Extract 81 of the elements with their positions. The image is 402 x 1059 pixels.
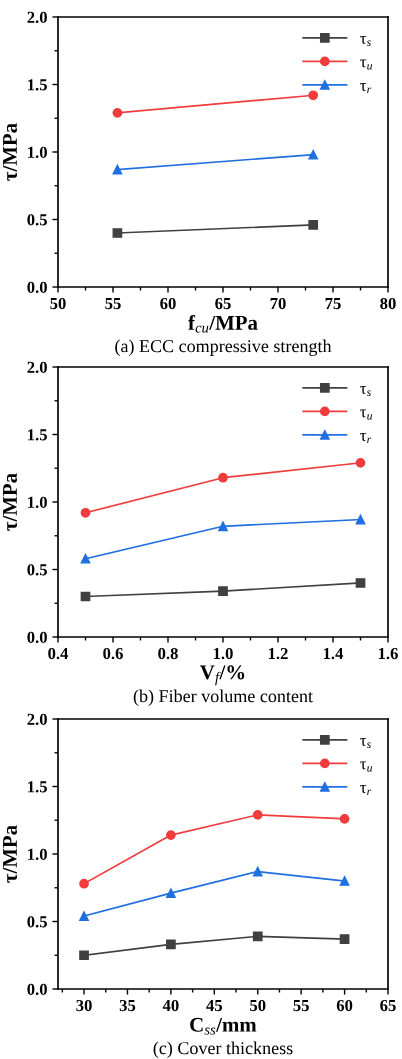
- x-tick-label: 0.4: [48, 647, 69, 660]
- point: [339, 934, 350, 944]
- legend-label: τ$_{u}$: [360, 409, 373, 420]
- point: [166, 939, 176, 950]
- x-axis-title: C$_{ss}$/mm: [190, 1017, 257, 1035]
- point: [166, 888, 176, 899]
- x-tick-label: 55: [293, 1000, 309, 1012]
- x-tick-label: 45: [206, 1000, 223, 1012]
- x-tick-label: 1.2: [268, 647, 288, 660]
- x-tick-label: 1.6: [378, 647, 398, 660]
- point: [355, 457, 366, 468]
- y-tick-label: 2.0: [27, 11, 47, 24]
- point: [252, 809, 263, 820]
- legend-label: τ$_{s}$: [360, 738, 371, 749]
- point: [218, 521, 228, 532]
- y-tick-label: 0.5: [27, 916, 47, 928]
- point: [80, 553, 91, 564]
- point: [308, 90, 319, 101]
- y-axis-title: τ/MPa: [3, 123, 17, 181]
- legend-label: τ$_{u}$: [360, 59, 373, 70]
- x-tick-label: 65: [380, 999, 396, 1012]
- x-tick-label: 50: [250, 999, 266, 1012]
- y-tick-label: 0.5: [27, 214, 47, 226]
- legend-label: τ$_{r}$: [360, 83, 372, 94]
- y-axis-title: τ/MPa: [3, 473, 17, 531]
- point: [79, 878, 89, 889]
- point: [112, 107, 123, 118]
- y-tick-label: 1.0: [28, 496, 47, 509]
- y-tick-label: 2.0: [27, 713, 47, 726]
- point: [79, 911, 89, 921]
- y-tick-label: 1.5: [28, 781, 47, 793]
- x-tick-label: 55: [105, 298, 121, 310]
- text: (b) Fiber volume content: [133, 689, 313, 706]
- x-axis-title: f$_{cu}$/MPa: [188, 314, 258, 333]
- point: [112, 164, 123, 175]
- y-tick-label: 0.0: [27, 281, 47, 294]
- y-tick-label: 0.0: [27, 631, 47, 644]
- legend-label: τ$_{s}$: [360, 36, 371, 47]
- x-tick-label: 30: [76, 999, 92, 1012]
- legend-label: τ$_{r}$: [360, 785, 372, 796]
- x-tick-label: 70: [270, 297, 286, 310]
- point: [80, 507, 91, 518]
- legend-label: τ$_{r}$: [360, 433, 372, 444]
- y-tick-label: 1.0: [28, 848, 47, 861]
- y-tick-label: 0.5: [27, 564, 47, 576]
- point: [308, 149, 319, 160]
- y-tick-label: 0.0: [27, 983, 47, 996]
- point: [252, 931, 263, 942]
- point: [218, 586, 228, 596]
- point: [355, 578, 366, 588]
- x-tick-label: 35: [119, 999, 136, 1012]
- x-axis-title: V$_{f}$/%: [200, 665, 245, 686]
- point: [112, 228, 123, 238]
- x-tick-label: 1.0: [213, 647, 233, 660]
- x-tick-label: 60: [336, 999, 353, 1012]
- point: [166, 830, 176, 840]
- point: [355, 514, 366, 525]
- y-axis-title: τ/MPa: [3, 825, 17, 883]
- legend-label: τ$_{s}$: [360, 386, 371, 397]
- x-tick-label: 75: [325, 298, 341, 310]
- x-tick-label: 0.8: [158, 647, 178, 660]
- y-tick-label: 1.5: [28, 79, 47, 91]
- x-tick-label: 80: [380, 297, 396, 310]
- x-tick-label: 60: [160, 297, 176, 310]
- y-tick-label: 2.0: [27, 361, 47, 374]
- x-tick-label: 0.6: [103, 647, 123, 660]
- point: [339, 814, 350, 824]
- y-tick-label: 1.5: [28, 429, 47, 441]
- text: (a) ECC compressive strength: [115, 339, 332, 356]
- x-tick-label: 65: [215, 297, 231, 310]
- y-tick-label: 1.0: [28, 146, 47, 159]
- point: [308, 220, 319, 230]
- text: (c) Cover thickness: [153, 1041, 293, 1058]
- point: [218, 472, 228, 483]
- point: [252, 866, 263, 877]
- point: [79, 950, 89, 961]
- point: [339, 876, 350, 886]
- x-tick-label: 1.4: [323, 647, 344, 660]
- x-tick-label: 50: [50, 297, 66, 310]
- x-tick-label: 40: [162, 999, 179, 1012]
- legend-label: τ$_{u}$: [360, 761, 373, 772]
